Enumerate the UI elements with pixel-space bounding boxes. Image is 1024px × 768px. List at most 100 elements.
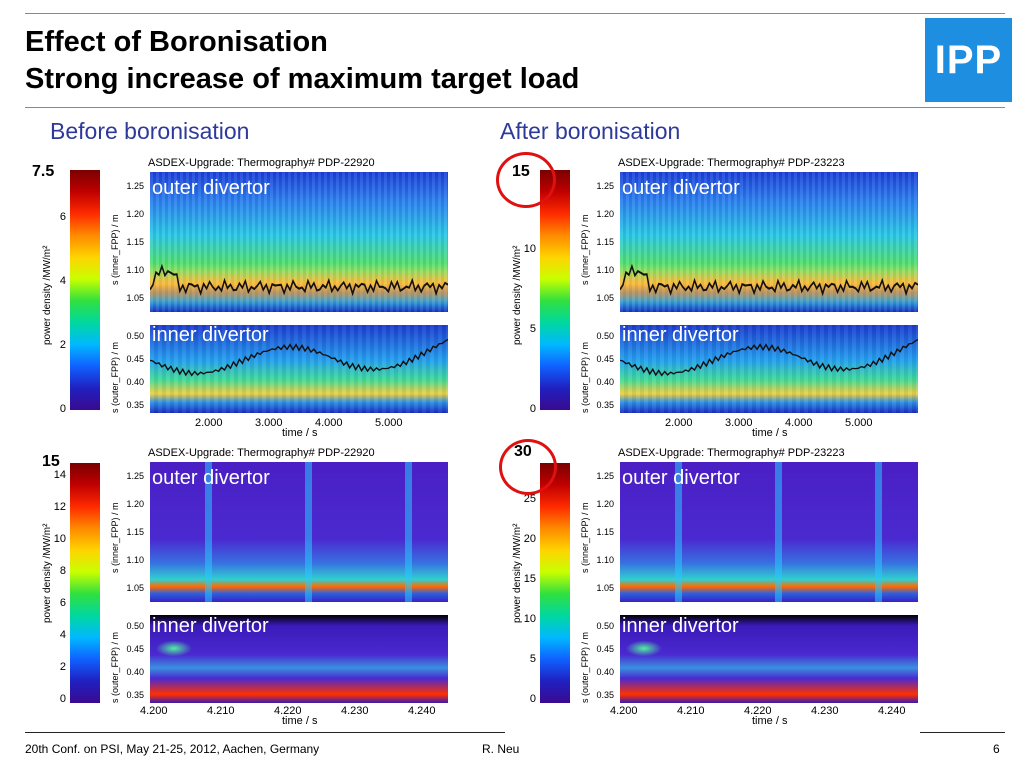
ipp-logo: IPP	[925, 18, 1012, 102]
inner-divertor-label: inner divertor	[152, 615, 269, 637]
colorbar-max-label: 15	[42, 453, 60, 470]
colorbar-tick: 8	[59, 565, 66, 577]
inner-y-tick: 0.35	[596, 400, 614, 410]
colorbar-tick: 15	[523, 573, 536, 585]
outer-y-tick: 1.15	[126, 527, 144, 537]
top-rule	[25, 13, 1005, 14]
outer-y-tick: 1.20	[126, 499, 144, 509]
title-line-2: Strong increase of maximum target load	[25, 63, 580, 95]
colorbar-tick: 6	[59, 597, 66, 609]
x-tick: 4.000	[785, 417, 813, 429]
panel-title: ASDEX-Upgrade: Thermography# PDP-23223	[618, 447, 845, 459]
column-heading-after: After boronisation	[500, 118, 681, 144]
outer-y-tick: 1.15	[596, 237, 614, 247]
outer-y-tick: 1.10	[126, 265, 144, 275]
colorbar-tick: 4	[59, 629, 66, 641]
colorbar	[70, 170, 100, 410]
x-tick: 3.000	[255, 417, 283, 429]
inner-y-tick: 0.50	[126, 331, 144, 341]
outer-strike-trace	[150, 263, 448, 297]
colorbar-tick: 0	[59, 693, 66, 705]
colorbar-tick: 10	[53, 533, 66, 545]
outer-divertor-label: outer divertor	[152, 177, 270, 199]
inner-divertor-heatmap	[620, 325, 918, 413]
x-tick: 4.240	[878, 705, 906, 717]
x-tick: 4.240	[408, 705, 436, 717]
colorbar	[540, 170, 570, 410]
x-tick: 4.000	[315, 417, 343, 429]
x-tick: 5.000	[375, 417, 403, 429]
x-axis-title: time / s	[282, 427, 318, 439]
inner-y-tick: 0.45	[596, 644, 614, 654]
outer-y-tick: 1.25	[596, 181, 614, 191]
outer-y-tick: 1.20	[596, 499, 614, 509]
outer-strike-trace	[620, 263, 918, 297]
x-tick: 4.200	[140, 705, 168, 717]
inner-y-tick: 0.35	[126, 400, 144, 410]
inner-y-tick: 0.50	[596, 331, 614, 341]
outer-divertor-heatmap	[150, 462, 448, 602]
colorbar	[70, 463, 100, 703]
colorbar-tick: 2	[59, 339, 66, 351]
inner-divertor-heatmap	[150, 325, 448, 413]
inner-y-tick: 0.50	[596, 621, 614, 631]
colorbar-tick: 0	[59, 403, 66, 415]
panel-title: ASDEX-Upgrade: Thermography# PDP-22920	[148, 447, 375, 459]
x-tick: 2.000	[665, 417, 693, 429]
x-tick: 4.220	[274, 705, 302, 717]
outer-y-tick: 1.10	[596, 555, 614, 565]
colorbar-tick: 0	[529, 403, 536, 415]
colorbar-tick: 12	[53, 501, 66, 513]
inner-strike-trace	[150, 338, 448, 377]
outer-y-tick: 1.25	[126, 471, 144, 481]
colorbar-tick: 10	[523, 613, 536, 625]
outer-y-tick: 1.05	[596, 293, 614, 303]
outer-y-tick: 1.25	[596, 471, 614, 481]
colorbar-tick: 14	[53, 469, 66, 481]
thermography-panel-before-zoom: ASDEX-Upgrade: Thermography# PDP-22920 1…	[30, 445, 450, 735]
colorbar-tick: 2	[59, 661, 66, 673]
x-tick: 4.210	[677, 705, 705, 717]
colorbar-tick: 20	[523, 533, 536, 545]
colorbar-tick: 25	[523, 493, 536, 505]
outer-y-tick: 1.05	[126, 293, 144, 303]
inner-y-tick: 0.40	[126, 667, 144, 677]
column-heading-before: Before boronisation	[50, 118, 250, 144]
panel-title: ASDEX-Upgrade: Thermography# PDP-22920	[148, 157, 375, 169]
panel-title: ASDEX-Upgrade: Thermography# PDP-23223	[618, 157, 845, 169]
colorbar-tick: 5	[529, 323, 536, 335]
inner-y-tick: 0.40	[596, 377, 614, 387]
outer-y-tick: 1.10	[126, 555, 144, 565]
outer-divertor-heatmap	[620, 172, 918, 312]
x-tick: 5.000	[845, 417, 873, 429]
inner-y-tick: 0.40	[126, 377, 144, 387]
x-tick: 4.220	[744, 705, 772, 717]
x-axis-title: time / s	[282, 715, 318, 727]
footer-rule-right	[920, 732, 1005, 733]
colorbar-tick: 0	[529, 693, 536, 705]
outer-divertor-label: outer divertor	[622, 467, 740, 489]
inner-y-tick: 0.45	[126, 644, 144, 654]
title-line-1: Effect of Boronisation	[25, 26, 328, 58]
outer-y-tick: 1.15	[596, 527, 614, 537]
x-tick: 4.200	[610, 705, 638, 717]
outer-y-tick: 1.20	[126, 209, 144, 219]
colorbar-axis-label: power density /MW/m²	[42, 245, 53, 345]
inner-divertor-heatmap	[150, 615, 448, 703]
inner-divertor-label: inner divertor	[152, 324, 269, 346]
x-axis-title: time / s	[752, 427, 788, 439]
outer-divertor-label: outer divertor	[152, 467, 270, 489]
outer-divertor-heatmap	[150, 172, 448, 312]
footer-page-number: 6	[993, 742, 1000, 756]
outer-divertor-label: outer divertor	[622, 177, 740, 199]
footer-author: R. Neu	[482, 742, 520, 756]
highlight-circle-15	[496, 152, 556, 208]
x-tick: 3.000	[725, 417, 753, 429]
inner-y-tick: 0.45	[126, 354, 144, 364]
colorbar-tick: 10	[523, 243, 536, 255]
outer-y-tick: 1.05	[596, 583, 614, 593]
colorbar	[540, 463, 570, 703]
outer-y-tick: 1.20	[596, 209, 614, 219]
slide-title: Effect of Boronisation Strong increase o…	[25, 24, 579, 98]
thermography-panel-before-full: ASDEX-Upgrade: Thermography# PDP-22920 7…	[30, 155, 450, 445]
